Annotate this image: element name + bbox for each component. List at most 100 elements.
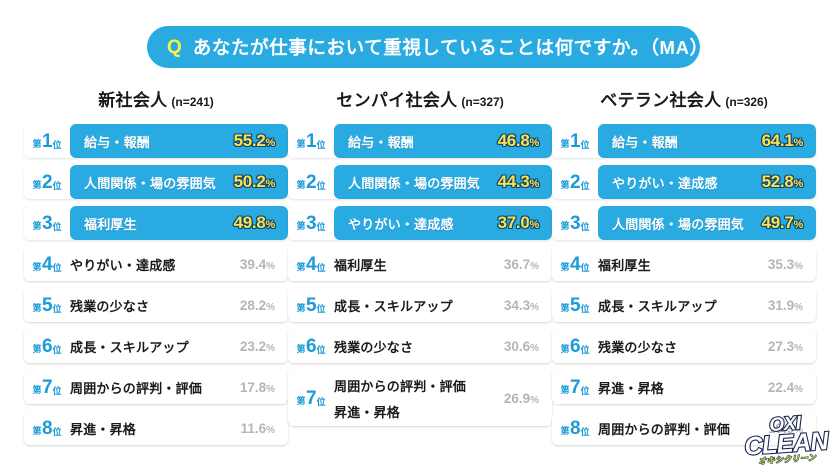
rank-prefix: 第 (560, 220, 570, 231)
ranking-row: 第 4 位やりがい・達成感 39.4% (24, 247, 288, 281)
rank-prefix: 第 (296, 395, 306, 406)
rank-number: 2 (569, 171, 581, 193)
question-mark-icon: Q (167, 36, 182, 58)
ranking-row: 第 7 位周囲からの評判・評価 17.8% (24, 370, 288, 404)
percentage-number: 44.3 (497, 172, 530, 191)
ranking-row-body: 成長・スキルアップ 23.2% (70, 329, 288, 363)
percentage-number: 23.2 (239, 338, 267, 354)
item-label: 人間関係・場の雰囲気 (348, 175, 481, 191)
percent-symbol: % (794, 342, 803, 354)
percent-symbol: % (266, 424, 275, 436)
item-percentage: 49.8% (234, 213, 276, 233)
rank-prefix: 第 (296, 343, 306, 354)
column-title: センパイ社会人 (336, 91, 458, 110)
ranking-columns: 新社会人 (n=241) 第 1 位給与・報酬 55.2% 第 2 位人間関係・場の雰囲気 50.… (0, 86, 840, 452)
rank-suffix: 位 (580, 221, 590, 232)
item-percentage: 49.7% (762, 213, 804, 233)
ranking-row-body: やりがい・達成感 52.8% (598, 165, 816, 199)
item-label: 残業の少なさ (334, 339, 414, 355)
percent-symbol: % (529, 219, 540, 231)
ranking-row: 第 2 位やりがい・達成感 52.8% (552, 165, 816, 199)
percent-symbol: % (530, 394, 539, 406)
rank-number: 5 (569, 294, 581, 316)
item-label: 福利厚生 (334, 257, 387, 273)
rank-prefix: 第 (560, 138, 570, 149)
ranking-row-body: 成長・スキルアップ 31.9% (598, 288, 816, 322)
item-percentage: 30.6% (504, 339, 539, 354)
ranking-row-body: 給与・報酬 55.2% (70, 124, 288, 158)
rank-prefix: 第 (32, 425, 42, 436)
ranking-row-body: 人間関係・場の雰囲気 44.3% (334, 165, 552, 199)
column-header: センパイ社会人 (n=327) (288, 86, 552, 111)
rank-prefix: 第 (560, 302, 570, 313)
percentage-number: 30.6 (503, 338, 531, 354)
rank-number: 3 (569, 212, 581, 234)
percent-symbol: % (794, 260, 803, 272)
percentage-number: 64.1 (761, 131, 794, 150)
rank-prefix: 第 (560, 343, 570, 354)
rank-number: 7 (41, 376, 53, 398)
ranking-row-body: 人間関係・場の雰囲気 50.2% (70, 165, 288, 199)
ranking-row: 第 1 位給与・報酬 46.8% (288, 124, 552, 158)
percent-symbol: % (265, 178, 276, 190)
percent-symbol: % (265, 219, 276, 231)
rank-number: 8 (569, 417, 581, 439)
rank-number: 4 (41, 253, 53, 275)
rank-prefix: 第 (296, 261, 306, 272)
rank-suffix: 位 (316, 139, 326, 150)
rank-suffix: 位 (580, 303, 590, 314)
item-percentage: 22.4% (768, 380, 803, 395)
ranking-row: 第 7 位周囲からの評判・評価 昇進・昇格 26.9% (288, 370, 552, 426)
question-title: あなたが仕事において重視していることは何ですか。（MA） (192, 37, 709, 58)
rank-number: 3 (305, 212, 317, 234)
rank-suffix: 位 (580, 139, 590, 150)
ranking-row-body: やりがい・達成感 37.0% (334, 206, 552, 240)
item-percentage: 55.2% (234, 131, 276, 151)
item-label: 成長・スキルアップ (70, 339, 189, 355)
rank-suffix: 位 (52, 385, 62, 396)
rank-prefix: 第 (296, 138, 306, 149)
item-label: 給与・報酬 (84, 134, 151, 150)
ranking-row: 第 4 位福利厚生 36.7% (288, 247, 552, 281)
percentage-number: 22.4 (767, 379, 795, 395)
ranking-row-body: 周囲からの評判・評価 19.9% (598, 411, 816, 445)
rank-prefix: 第 (560, 384, 570, 395)
rank-suffix: 位 (52, 262, 62, 273)
percentage-number: 27.3 (767, 338, 795, 354)
rank-number: 4 (305, 253, 317, 275)
rank-number: 1 (305, 130, 317, 152)
rank-prefix: 第 (32, 384, 42, 395)
percent-symbol: % (529, 137, 540, 149)
item-label: 成長・スキルアップ (334, 298, 453, 314)
ranking-row-body: 残業の少なさ 30.6% (334, 329, 552, 363)
item-percentage: 28.2% (240, 298, 275, 313)
rank-suffix: 位 (52, 221, 62, 232)
ranking-row: 第 6 位成長・スキルアップ 23.2% (24, 329, 288, 363)
rank-prefix: 第 (32, 179, 42, 190)
percentage-number: 37.0 (497, 213, 530, 232)
rank-suffix: 位 (316, 221, 326, 232)
item-label: やりがい・達成感 (612, 175, 718, 191)
rank-number: 5 (305, 294, 317, 316)
item-percentage: 11.6% (241, 421, 275, 436)
ranking-column: センパイ社会人 (n=327) 第 1 位給与・報酬 46.8% 第 2 位人間関係・場の雰囲気… (288, 86, 552, 452)
item-percentage: 64.1% (761, 131, 804, 151)
rank-suffix: 位 (580, 426, 590, 437)
rank-number: 6 (41, 335, 53, 357)
item-percentage: 19.9% (768, 421, 803, 436)
rank-number: 4 (569, 253, 581, 275)
tied-item-labels: 周囲からの評判・評価 昇進・昇格 (334, 376, 466, 421)
ranking-row: 第 3 位やりがい・達成感 37.0% (288, 206, 552, 240)
ranking-row-body: 福利厚生 35.3% (598, 247, 816, 281)
item-label: 昇進・昇格 (70, 421, 137, 437)
percentage-number: 26.9 (503, 390, 531, 406)
item-label: 周囲からの評判・評価 (70, 380, 203, 396)
item-percentage: 46.8% (498, 131, 540, 151)
